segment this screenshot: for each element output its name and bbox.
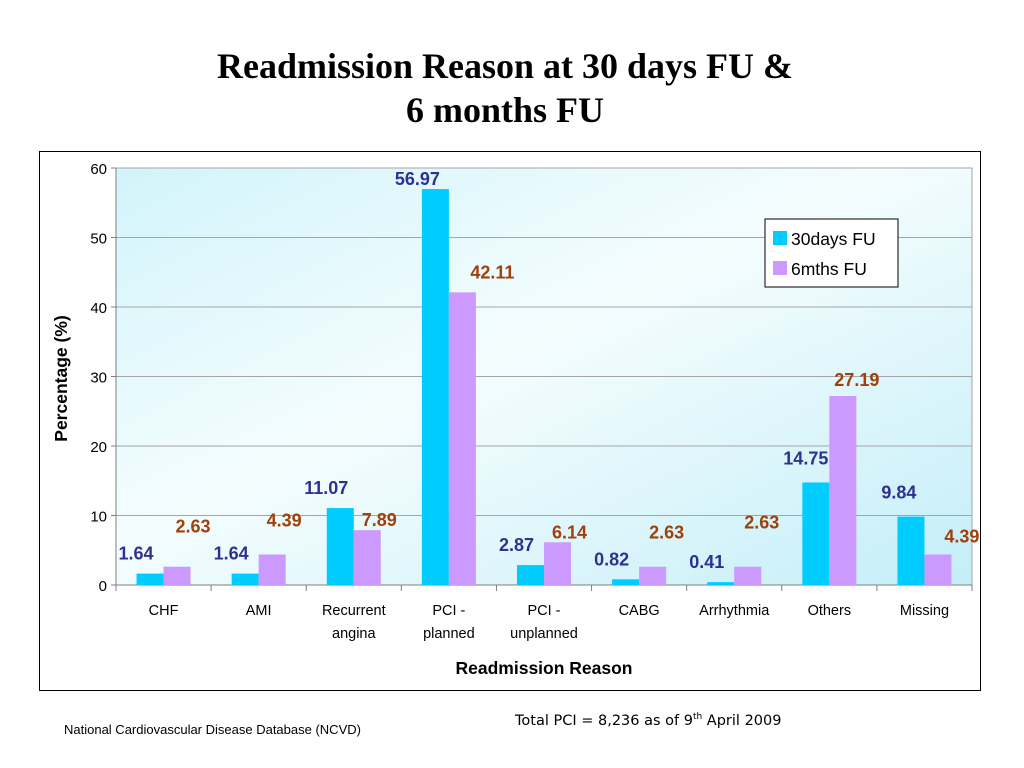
legend-swatch — [773, 231, 787, 245]
footer-source: National Cardiovascular Disease Database… — [64, 722, 361, 737]
data-label: 2.87 — [499, 535, 534, 555]
data-label: 1.64 — [119, 544, 154, 564]
data-label: 42.11 — [470, 262, 514, 282]
data-label: 1.64 — [214, 544, 249, 564]
legend-swatch — [773, 261, 787, 275]
footer-total-prefix: Total PCI = 8,236 as of 9 — [515, 712, 693, 729]
slide-title: Readmission Reason at 30 days FU & 6 mon… — [0, 44, 1010, 132]
bar-30days — [897, 516, 925, 585]
x-tick-label: PCI - — [527, 603, 560, 619]
bar-6mths — [448, 292, 476, 585]
title-line-2: 6 months FU — [405, 90, 605, 130]
legend-label: 30days FU — [791, 229, 876, 249]
x-tick-label: PCI - — [432, 603, 465, 619]
footer-total-pci: Total PCI = 8,236 as of 9th April 2009 — [515, 712, 781, 729]
data-label: 14.75 — [783, 448, 828, 468]
data-label: 56.97 — [395, 169, 440, 189]
data-label: 2.63 — [744, 513, 779, 533]
y-tick-label: 60 — [90, 161, 107, 178]
data-label: 11.07 — [304, 478, 348, 498]
data-label: 9.84 — [881, 483, 916, 503]
data-label: 6.14 — [552, 522, 587, 542]
x-tick-label: unplanned — [510, 626, 578, 642]
y-tick-label: 30 — [90, 370, 107, 387]
data-label: 4.39 — [944, 526, 979, 546]
x-tick-label: CHF — [149, 603, 179, 619]
x-tick-label: CABG — [619, 603, 660, 619]
bar-6mths — [353, 530, 381, 585]
y-axis-title: Percentage (%) — [51, 315, 71, 441]
x-tick-label: AMI — [246, 603, 272, 619]
data-label: 7.89 — [362, 510, 397, 530]
y-tick-label: 10 — [90, 509, 107, 526]
y-tick-label: 40 — [90, 300, 107, 317]
bar-30days — [802, 482, 830, 585]
footer-total-sup: th — [692, 712, 703, 722]
data-label: 0.82 — [594, 549, 629, 569]
bar-6mths — [734, 566, 762, 585]
data-label: 4.39 — [267, 510, 302, 530]
data-label: 2.63 — [649, 523, 684, 543]
x-tick-label: Recurrent — [322, 603, 386, 619]
bar-6mths — [163, 566, 191, 585]
bar-6mths — [829, 396, 857, 585]
y-tick-label: 50 — [90, 231, 107, 248]
bar-30days — [231, 573, 259, 585]
bar-6mths — [924, 554, 952, 585]
bar-30days — [517, 565, 544, 585]
footer-total-suffix: April 2009 — [702, 712, 782, 729]
x-tick-label: Missing — [900, 603, 949, 619]
x-tick-label: Arrhythmia — [699, 603, 770, 619]
y-tick-label: 20 — [90, 439, 107, 456]
legend-box — [764, 218, 899, 288]
x-tick-label: planned — [423, 626, 475, 642]
bar-30days — [421, 189, 449, 585]
data-label: 27.19 — [834, 370, 879, 390]
x-axis-title: Readmission Reason — [456, 658, 633, 678]
title-line-1: Readmission Reason at 30 days FU & — [216, 46, 794, 86]
bar-6mths — [258, 554, 286, 585]
bar-6mths — [639, 566, 667, 585]
bar-30days — [612, 579, 640, 585]
x-tick-label: angina — [332, 626, 376, 642]
data-label: 0.41 — [689, 552, 724, 572]
data-label: 2.63 — [176, 517, 211, 537]
legend-label: 6mths FU — [791, 259, 867, 279]
y-tick-label: 0 — [99, 578, 107, 595]
bar-6mths — [544, 542, 571, 585]
bar-30days — [707, 582, 735, 585]
x-tick-label: Others — [808, 603, 852, 619]
bar-30days — [326, 508, 354, 585]
bar-30days — [136, 573, 164, 585]
